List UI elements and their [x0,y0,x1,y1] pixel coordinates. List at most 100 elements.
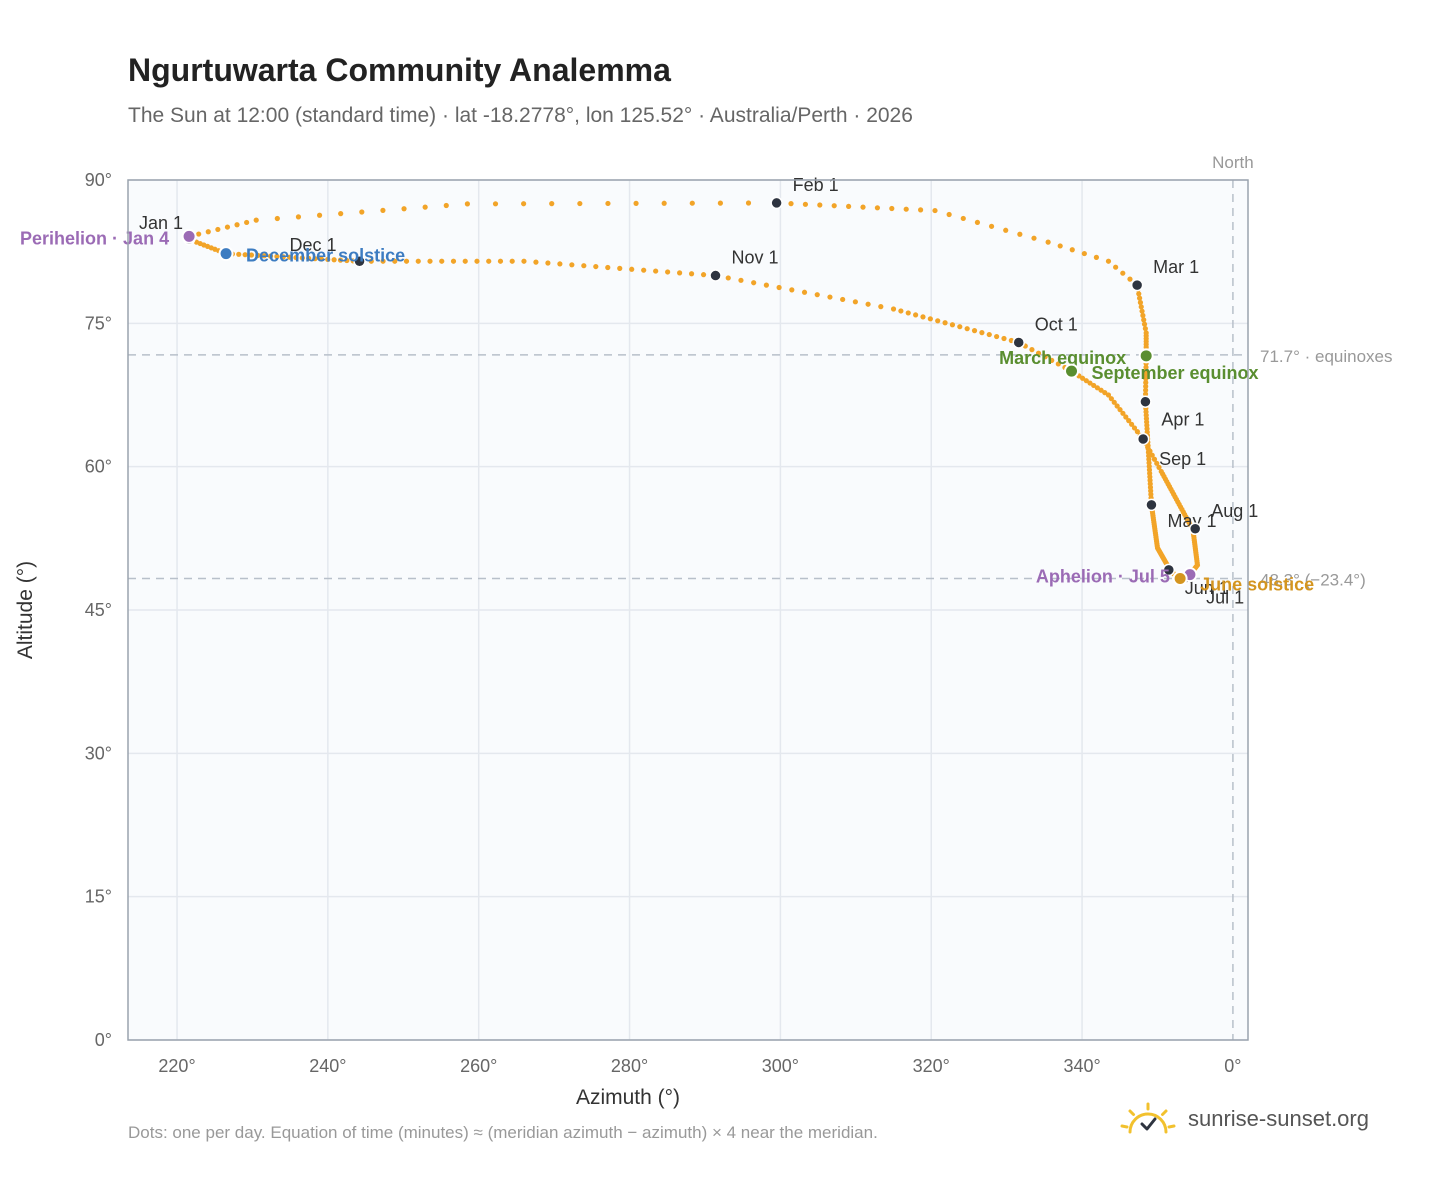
daily-sun-dot [415,258,421,264]
daily-sun-dot [1147,448,1153,454]
daily-sun-dot [450,258,457,264]
daily-sun-dot [1055,361,1061,367]
daily-sun-dot [665,269,671,275]
daily-sun-dot [964,326,970,332]
daily-sun-dot [920,314,926,320]
month-marker [1012,336,1025,349]
daily-sun-dot [1093,254,1100,260]
daily-sun-dot [464,201,470,207]
brand[interactable]: sunrise-sunset.org [1120,1102,1369,1136]
daily-sun-dot [689,200,695,206]
grid [128,179,1248,1041]
month-marker [353,254,366,268]
month-marker [1136,432,1150,446]
daily-sun-dot [1143,368,1149,374]
daily-sun-dot [918,207,924,213]
daily-sun-dot [1143,364,1149,370]
daily-sun-dot [1143,383,1149,389]
y-tick-label: 60° [85,457,112,477]
chart-title: Ngurtuwarta Community Analemma [128,52,671,88]
brand-name[interactable]: sunrise-sunset.org [1188,1106,1369,1131]
x-tick-label: 300° [762,1056,799,1076]
event-marker [181,228,197,244]
daily-sun-dot [971,328,978,334]
month-marker [1188,522,1202,536]
daily-sun-dot [1091,382,1097,389]
daily-sun-dot [545,260,551,266]
x-tick-label: 320° [913,1056,950,1076]
daily-sun-dot [949,322,956,328]
daily-sun-dot [521,258,527,264]
daily-sun-dot [401,206,407,212]
daily-sun-dot [605,200,611,207]
chart-subtitle: The Sun at 12:00 (standard time) · lat -… [128,104,913,127]
event-marker [1138,348,1154,364]
daily-sun-dot [443,202,449,209]
daily-sun-dot [852,299,858,305]
daily-sun-dot [717,200,723,206]
daily-sun-dot [521,201,527,207]
daily-sun-dot [878,304,884,310]
daily-sun-dot [1098,387,1104,393]
month-marker [709,269,722,282]
daily-sun-dot [903,206,909,212]
daily-sun-dot [234,222,240,228]
daily-sun-dot [486,258,492,264]
daily-sun-dot [253,217,259,223]
daily-sun-dot [312,256,318,262]
daily-sun-dot [1029,347,1035,353]
daily-sun-dot [905,310,911,316]
daily-sun-dot [1123,414,1129,420]
daily-sun-dot [932,207,938,214]
month-marker [770,196,783,210]
month-label: Sep 1 [1159,449,1206,469]
daily-sun-dot [581,263,587,269]
y-tick-label: 90° [85,170,112,190]
daily-sun-dot [605,264,611,271]
daily-sun-dot [1042,354,1048,360]
x-tick-label: 0° [1224,1056,1241,1076]
daily-sun-dot [549,201,555,207]
month-label: Nov 1 [732,248,779,268]
y-tick-label: 15° [85,887,112,907]
month-label: Jun 1 [1185,578,1229,598]
daily-sun-dot [1120,270,1126,276]
daily-sun-dot [986,331,992,338]
daily-sun-dot [1158,468,1164,475]
daily-sun-dot [1069,247,1075,253]
daily-sun-dot [725,275,731,281]
daily-sun-dot [1114,403,1120,409]
daily-sun-dot [1001,335,1007,342]
daily-sun-dot [1117,407,1123,413]
daily-sun-dot [1141,321,1148,327]
daily-sun-dot [1105,392,1112,398]
daily-sun-dot [1137,299,1144,306]
daily-sun-dot [403,258,410,264]
daily-sun-dot [1143,376,1149,382]
event-label: Perihelion · Jan 4 [20,228,169,248]
daily-sun-dot [1127,276,1133,282]
month-label: Apr 1 [1161,410,1204,430]
daily-sun-dot [1129,421,1135,427]
daily-sun-dot [244,219,250,226]
daily-sun-dot [802,201,809,207]
daily-sun-dot [994,333,1000,340]
daily-sun-dot [661,200,667,206]
daily-sun-dot [1136,295,1143,301]
month-label: May 1 [1167,511,1216,531]
daily-sun-dot [979,330,985,336]
daily-sun-dot [789,287,795,293]
north-label: North [1212,153,1254,172]
daily-sun-dot [801,289,808,295]
month-marker [1145,498,1158,512]
month-label: Feb 1 [793,175,839,195]
daily-sun-dot [344,257,350,264]
daily-sun-dot [1087,380,1093,386]
x-axis-title: Azimuth (°) [576,1086,680,1109]
daily-sun-dot [957,324,963,330]
plot-frame [127,179,1249,1041]
daily-sun-dot [318,256,325,262]
daily-sun-dot [215,226,221,233]
daily-sun-dot [1136,291,1142,297]
event-label: Aphelion · Jul 5 [1036,567,1170,587]
